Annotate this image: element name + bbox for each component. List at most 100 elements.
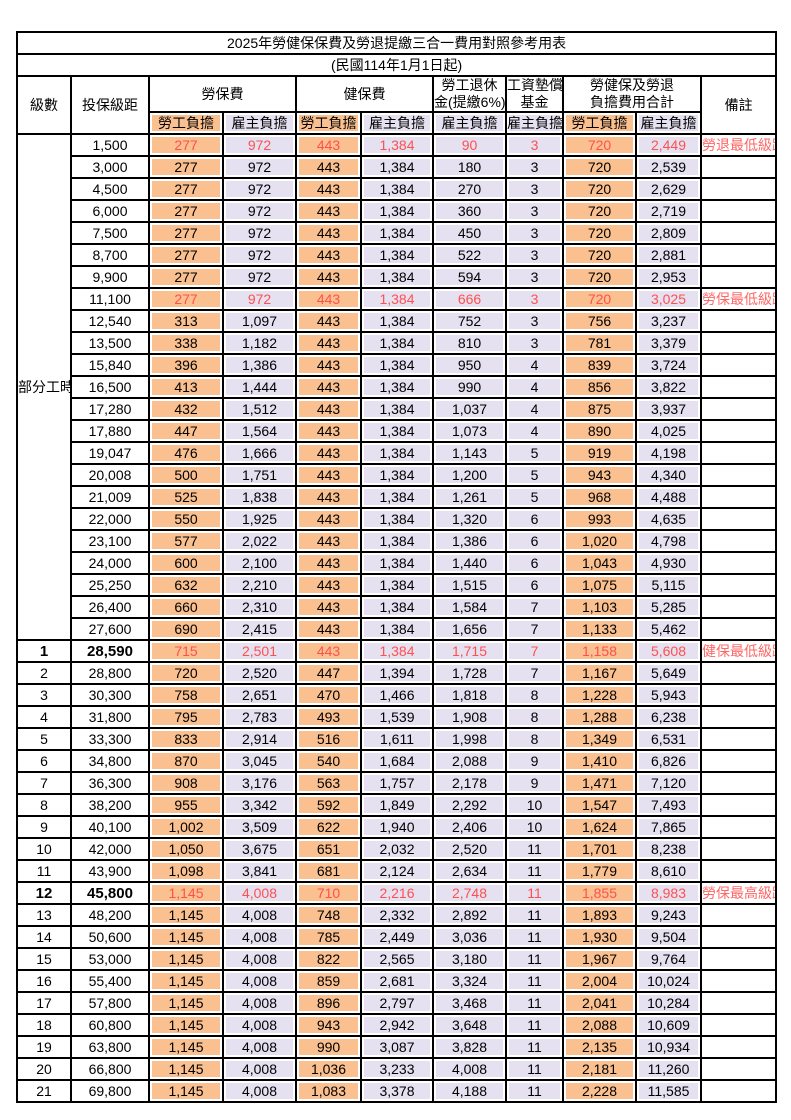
remark-cell: 勞保最低級距: [699, 287, 778, 311]
value-cell: 1,133: [562, 617, 637, 641]
level-cell: 5: [16, 727, 72, 751]
bracket-cell: 27,600: [70, 617, 150, 641]
value-cell: 1,103: [562, 595, 637, 619]
value-cell: 1,611: [360, 727, 434, 751]
value-cell: 413: [148, 375, 224, 399]
value-cell: 1,893: [562, 903, 637, 927]
value-cell: 4,008: [222, 1013, 297, 1037]
value-cell: 1,384: [360, 287, 434, 311]
value-cell: 7: [505, 617, 564, 641]
value-cell: 1,384: [360, 551, 434, 575]
subheader-health-employer: 雇主負擔: [360, 111, 434, 135]
value-cell: 11: [505, 1013, 564, 1037]
value-cell: 1,384: [360, 309, 434, 333]
table-row: 2 28,800 720 2,520 447 1,394 1,728 7 1,167 5,649: [16, 661, 778, 685]
value-cell: 2,719: [635, 199, 702, 223]
value-cell: 2,748: [432, 881, 507, 905]
value-cell: 1,440: [432, 551, 507, 575]
bracket-cell: 40,100: [70, 815, 150, 839]
value-cell: 563: [295, 771, 362, 795]
value-cell: 1,444: [222, 375, 297, 399]
value-cell: 1,097: [222, 309, 297, 333]
remark-cell: [699, 463, 778, 487]
remark-cell: [699, 683, 778, 707]
value-cell: 3,841: [222, 859, 297, 883]
value-cell: 1,838: [222, 485, 297, 509]
table-row: 21 69,800 1,145 4,008 1,083 3,378 4,188 11 2,228…: [16, 1079, 778, 1103]
bracket-cell: 38,200: [70, 793, 150, 817]
value-cell: 1,158: [562, 639, 637, 663]
value-cell: 1,384: [360, 639, 434, 663]
value-cell: 1,075: [562, 573, 637, 597]
remark-cell: 勞保最高級距: [699, 881, 778, 905]
level-cell: 1: [16, 639, 72, 663]
value-cell: 9: [505, 771, 564, 795]
remark-cell: [699, 1057, 778, 1081]
value-cell: 1,384: [360, 485, 434, 509]
value-cell: 1,539: [360, 705, 434, 729]
value-cell: 11: [505, 925, 564, 949]
value-cell: 3,025: [635, 287, 702, 311]
value-cell: 1,849: [360, 793, 434, 817]
value-cell: 3,176: [222, 771, 297, 795]
value-cell: 90: [432, 133, 507, 157]
value-cell: 1,684: [360, 749, 434, 773]
table-row: 10 42,000 1,050 3,675 651 2,032 2,520 11 1,701 8,…: [16, 837, 778, 861]
value-cell: 2,520: [432, 837, 507, 861]
value-cell: 443: [295, 309, 362, 333]
value-cell: 8: [505, 705, 564, 729]
value-cell: 7,493: [635, 793, 702, 817]
value-cell: 1,384: [360, 529, 434, 553]
value-cell: 1,757: [360, 771, 434, 795]
value-cell: 955: [148, 793, 224, 817]
page-title: 2025年勞健保保費及勞退提繳三合一費用對照參考用表: [15, 31, 778, 55]
level-cell: 11: [16, 859, 72, 883]
value-cell: 2,783: [222, 705, 297, 729]
value-cell: 3,180: [432, 947, 507, 971]
table-row: 19 63,800 1,145 4,008 990 3,087 3,828 11 2,135 10…: [16, 1035, 778, 1059]
value-cell: 1,384: [360, 221, 434, 245]
value-cell: 8,610: [635, 859, 702, 883]
table-row: 17 57,800 1,145 4,008 896 2,797 3,468 11 2,041 10…: [16, 991, 778, 1015]
value-cell: 577: [148, 529, 224, 553]
value-cell: 450: [432, 221, 507, 245]
value-cell: 856: [562, 375, 637, 399]
value-cell: 2,210: [222, 573, 297, 597]
value-cell: 443: [295, 287, 362, 311]
value-cell: 277: [148, 199, 224, 223]
value-cell: 8: [505, 727, 564, 751]
table-row: 12 45,800 1,145 4,008 710 2,216 2,748 11 1,855 8,…: [16, 881, 778, 905]
value-cell: 443: [295, 155, 362, 179]
value-cell: 972: [222, 199, 297, 223]
value-cell: 550: [148, 507, 224, 531]
value-cell: 660: [148, 595, 224, 619]
table-row: 21,009 525 1,838 443 1,384 1,261 5 968 4,488: [17, 485, 778, 509]
value-cell: 5,115: [635, 573, 702, 597]
bracket-cell: 8,700: [70, 243, 150, 267]
value-cell: 10: [505, 793, 564, 817]
table-row: 27,600 690 2,415 443 1,384 1,656 7 1,133 5,462: [17, 617, 778, 641]
table-row: 9,900 277 972 443 1,384 594 3 720 2,953: [17, 265, 778, 289]
column-header-total-line2: 負擔費用合計: [590, 94, 674, 110]
table-row: 7,500 277 972 443 1,384 450 3 720 2,809: [17, 221, 778, 245]
value-cell: 972: [222, 243, 297, 267]
value-cell: 4,198: [635, 441, 702, 465]
remark-cell: 健保最低級距: [699, 639, 778, 663]
value-cell: 470: [295, 683, 362, 707]
value-cell: 720: [562, 177, 637, 201]
level-cell: 15: [16, 947, 72, 971]
column-header-labor-insurance: 勞保費: [148, 75, 297, 113]
value-cell: 1,940: [360, 815, 434, 839]
table-row: 5 33,300 833 2,914 516 1,611 1,998 8 1,349 6,531: [16, 727, 778, 751]
value-cell: 4,008: [222, 903, 297, 927]
table-row: 26,400 660 2,310 443 1,384 1,584 7 1,103 5,285: [17, 595, 778, 619]
value-cell: 3: [505, 177, 564, 201]
value-cell: 3,045: [222, 749, 297, 773]
level-cell: 7: [16, 771, 72, 795]
value-cell: 338: [148, 331, 224, 355]
value-cell: 432: [148, 397, 224, 421]
value-cell: 360: [432, 199, 507, 223]
bracket-cell: 22,000: [70, 507, 150, 531]
remark-cell: [699, 991, 778, 1015]
